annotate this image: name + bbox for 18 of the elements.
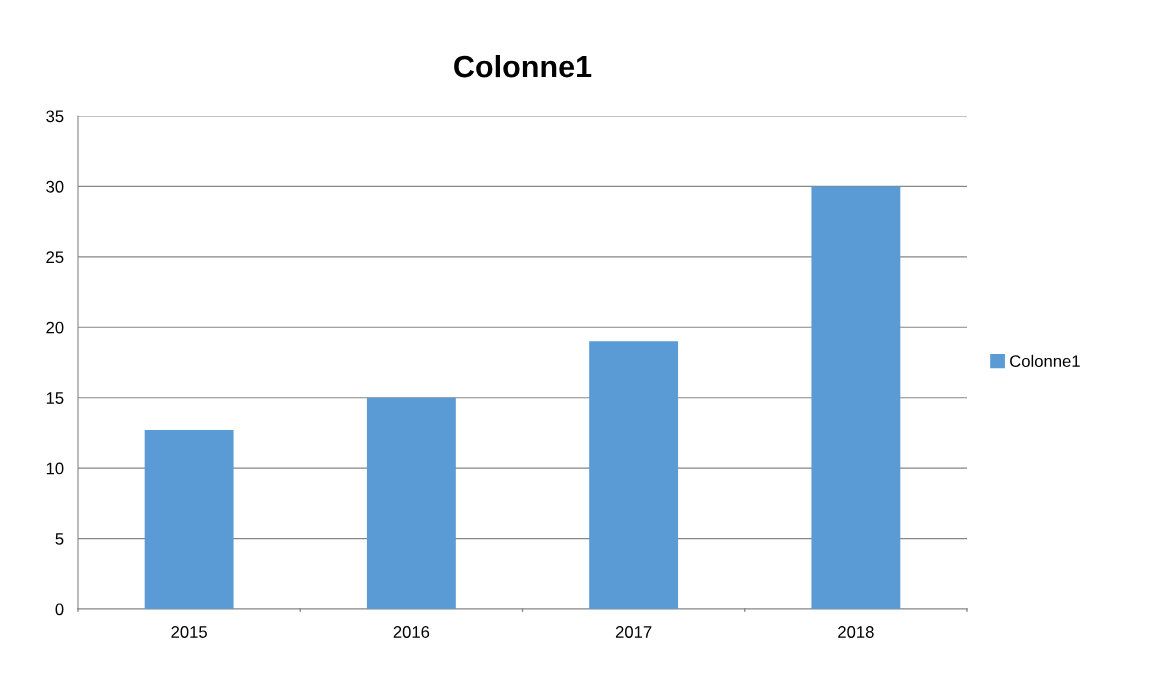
bar <box>144 430 234 609</box>
y-tick-label: 30 <box>46 180 64 193</box>
y-tick-label: 35 <box>46 110 64 123</box>
y-tick-label: 20 <box>46 321 64 334</box>
bar <box>366 397 456 609</box>
y-tick-label: 0 <box>55 603 64 616</box>
bar <box>589 341 679 609</box>
legend-label: Colonne1 <box>1010 354 1080 368</box>
y-tick-label: 15 <box>46 392 64 404</box>
x-tick-label: 2017 <box>615 626 652 638</box>
y-tick-label: 25 <box>46 251 64 264</box>
x-tick-label: 2018 <box>838 626 874 638</box>
y-tick-label: 10 <box>46 462 64 475</box>
chart-title: Colonne1 <box>454 54 592 78</box>
bar <box>811 186 901 609</box>
y-tick-label: 5 <box>55 533 64 545</box>
x-tick-label: 2016 <box>393 626 430 638</box>
x-tick-label: 2015 <box>171 626 207 638</box>
